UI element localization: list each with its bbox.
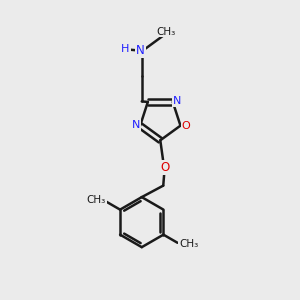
Text: O: O — [160, 161, 169, 174]
Text: N: N — [136, 44, 145, 57]
Text: CH₃: CH₃ — [157, 27, 176, 37]
Text: CH₃: CH₃ — [179, 239, 198, 249]
Text: O: O — [182, 121, 190, 130]
Text: N: N — [173, 96, 181, 106]
Text: N: N — [132, 120, 140, 130]
Text: H: H — [122, 44, 130, 54]
Text: CH₃: CH₃ — [87, 195, 106, 205]
